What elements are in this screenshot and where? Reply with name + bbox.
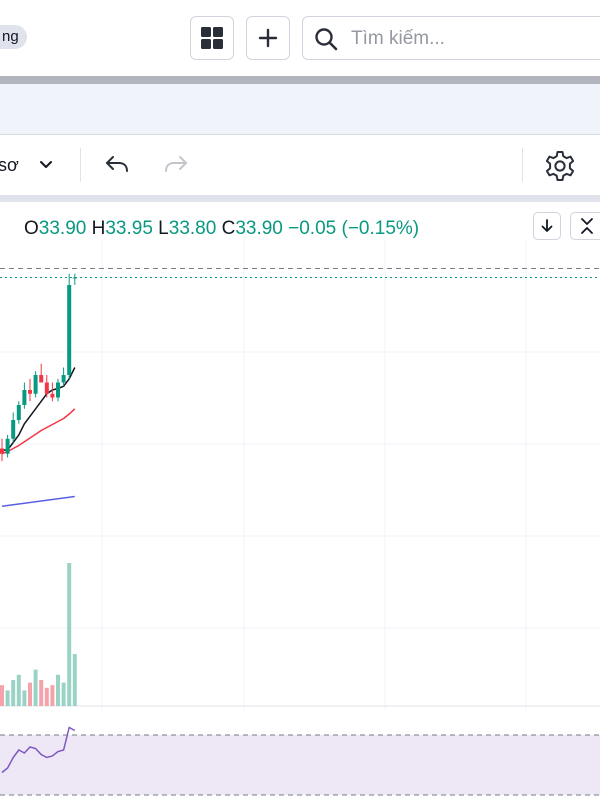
volume-bar	[61, 682, 66, 706]
candle-body	[0, 448, 4, 454]
search-box[interactable]: Tìm kiếm...	[302, 16, 600, 60]
volume-bar	[28, 682, 32, 706]
redo-icon[interactable]	[163, 152, 189, 178]
oscillator-line	[1, 726, 76, 774]
chart-type-label[interactable]: sơ	[0, 155, 19, 175]
toolbar-separator	[80, 148, 81, 182]
chart-toolbar	[0, 135, 600, 195]
volume-bar	[16, 674, 21, 706]
volume-bar	[44, 687, 49, 706]
undo-icon[interactable]	[104, 152, 130, 178]
ma-mid-line	[1, 408, 76, 455]
ma-slow-line	[1, 495, 75, 507]
header-divider	[0, 76, 600, 84]
candle-body	[61, 375, 66, 383]
scroll-down-button[interactable]	[533, 212, 561, 240]
status-pill[interactable]: ng	[0, 25, 27, 49]
candle-body	[11, 420, 16, 439]
collapse-icon	[581, 218, 593, 234]
volume-bar	[22, 690, 27, 706]
candle-body	[50, 393, 55, 398]
open-value: 33.90	[38, 218, 87, 239]
search-icon	[315, 28, 338, 51]
gear-icon[interactable]	[543, 149, 577, 183]
price-chart[interactable]	[0, 240, 600, 800]
change-value: −0.05 (−0.15%)	[288, 218, 420, 239]
candle-body	[16, 405, 21, 420]
collapse-button[interactable]	[570, 212, 600, 240]
low-key: L	[158, 218, 169, 239]
close-value: 33.90	[235, 218, 283, 239]
candle-body	[33, 375, 38, 394]
candle-body	[56, 382, 60, 398]
low-value: 33.80	[168, 218, 217, 239]
chart-grid	[0, 240, 600, 710]
volume-bar	[72, 654, 77, 706]
current-price-line	[0, 268, 600, 278]
high-key: H	[91, 218, 106, 239]
volume-bar	[11, 680, 16, 706]
status-pill-label: ng	[2, 28, 19, 45]
toolbar-separator-right	[522, 148, 523, 182]
oscillator-line	[1, 726, 76, 774]
candle-body	[5, 438, 10, 454]
volume-bar	[56, 674, 60, 706]
plus-icon	[258, 28, 278, 48]
volume-bar	[5, 690, 10, 706]
candle-body	[22, 390, 27, 405]
volume-bar	[39, 680, 44, 706]
oscillator-band	[0, 734, 600, 796]
layout-button[interactable]	[190, 16, 234, 60]
volume-bar	[50, 685, 55, 706]
ma-fast-line	[2, 367, 76, 451]
arrow-down-icon	[541, 219, 553, 232]
search-placeholder: Tìm kiếm...	[351, 28, 445, 49]
volume-bar	[67, 563, 72, 706]
add-button[interactable]	[246, 16, 290, 60]
chevron-down-icon[interactable]	[38, 157, 54, 173]
candles	[0, 273, 77, 462]
candle-body	[28, 390, 32, 394]
open-key: O	[24, 218, 39, 239]
oscillator-band-fill	[0, 735, 600, 795]
candle-body	[44, 382, 49, 394]
candle-body	[72, 277, 77, 279]
volume-bar	[0, 685, 4, 706]
volume-bars	[0, 563, 77, 706]
moving-averages	[1, 367, 76, 507]
close-key: C	[221, 218, 236, 239]
toolbar-divider	[0, 195, 600, 202]
volume-bar	[33, 669, 38, 706]
ohlc-legend: O33.90 H33.95 L33.80 C33.90 −0.05 (−0.15…	[24, 218, 419, 240]
candle-body	[67, 285, 72, 375]
top-bar: ng Tìm kiếm...	[0, 0, 600, 76]
tabs-strip	[0, 84, 600, 135]
high-value: 33.95	[105, 218, 153, 239]
candle-body	[39, 375, 44, 383]
grid-icon	[201, 27, 223, 49]
